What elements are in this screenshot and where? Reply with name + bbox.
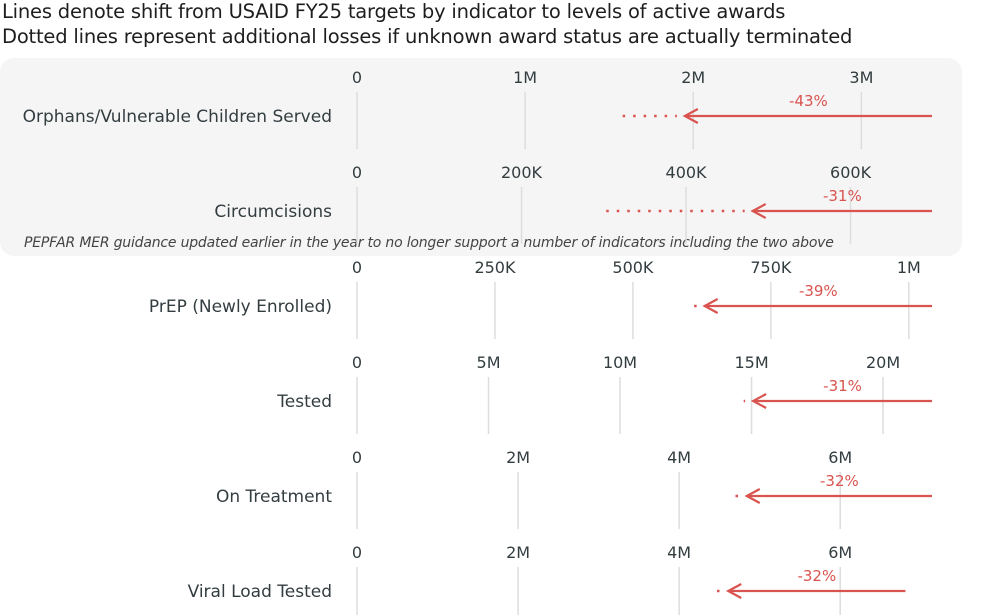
arrow-head xyxy=(682,108,699,124)
row-label: Circumcisions xyxy=(214,202,332,222)
tick-label: 4M xyxy=(667,543,691,562)
discontinued-indicators-panel xyxy=(0,58,962,256)
tick-label: 6M xyxy=(828,448,852,467)
row-label: On Treatment xyxy=(216,487,332,507)
change-label: -31% xyxy=(823,377,862,395)
tick-label: 0 xyxy=(352,353,362,372)
tick-label: 15M xyxy=(734,353,768,372)
change-label: -32% xyxy=(820,472,859,490)
change-label: -32% xyxy=(797,567,836,585)
arrow-head xyxy=(750,203,767,219)
tick-label: 2M xyxy=(506,543,530,562)
tick-label: 250K xyxy=(474,258,516,277)
row-label: PrEP (Newly Enrolled) xyxy=(149,297,332,317)
tick-label: 0 xyxy=(352,163,362,182)
change-label: -31% xyxy=(823,187,862,205)
tick-label: 0 xyxy=(352,448,362,467)
chart-title-line-2: Dotted lines represent additional losses… xyxy=(2,25,853,48)
tick-label: 600K xyxy=(830,163,872,182)
arrow-head xyxy=(725,583,742,599)
tick-label: 750K xyxy=(750,258,792,277)
row-label: Orphans/Vulnerable Children Served xyxy=(23,107,332,127)
tick-label: 1M xyxy=(897,258,921,277)
chart-title-line-1: Lines denote shift from USAID FY25 targe… xyxy=(2,0,786,23)
panel-note: PEPFAR MER guidance updated earlier in t… xyxy=(24,235,834,251)
arrow-head xyxy=(750,393,767,409)
tick-label: 400K xyxy=(666,163,708,182)
row-label: Viral Load Tested xyxy=(188,582,332,602)
tick-label: 0 xyxy=(352,258,362,277)
change-label: -43% xyxy=(789,92,828,110)
tick-label: 3M xyxy=(849,68,873,87)
tick-label: 0 xyxy=(352,543,362,562)
arrow-head xyxy=(702,298,719,314)
tick-label: 500K xyxy=(612,258,654,277)
tick-label: 6M xyxy=(828,543,852,562)
tick-label: 2M xyxy=(681,68,705,87)
tick-label: 2M xyxy=(506,448,530,467)
tick-label: 4M xyxy=(667,448,691,467)
tick-label: 200K xyxy=(501,163,543,182)
change-label: -39% xyxy=(799,282,838,300)
tick-label: 10M xyxy=(603,353,637,372)
tick-label: 0 xyxy=(352,68,362,87)
tick-label: 5M xyxy=(477,353,501,372)
tick-label: 20M xyxy=(866,353,900,372)
tick-label: 1M xyxy=(513,68,537,87)
arrow-head xyxy=(744,488,761,504)
row-label: Tested xyxy=(276,392,332,412)
